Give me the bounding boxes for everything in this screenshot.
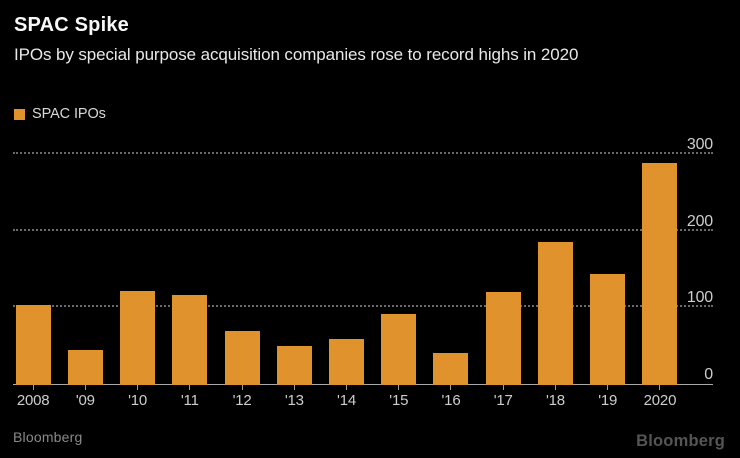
bar-slot-2008	[7, 155, 59, 385]
tick-cell	[111, 385, 163, 391]
bar-12	[224, 331, 260, 385]
x-tick	[84, 385, 86, 390]
x-tick-label-12: '12	[232, 392, 252, 409]
y-tick-label-300: 300	[686, 136, 713, 153]
bar-17	[485, 292, 521, 385]
tick-cell	[268, 385, 320, 391]
tick-cell	[320, 385, 372, 391]
bar-slot-'12	[216, 155, 268, 385]
tick-cell	[634, 385, 686, 391]
bar-slot-'19	[582, 155, 634, 385]
x-tick-label-2008: 2008	[16, 392, 50, 409]
tick-cell	[164, 385, 216, 391]
legend-label: SPAC IPOs	[32, 106, 106, 122]
plot-area	[7, 155, 686, 385]
bar-slot-'18	[529, 155, 581, 385]
bar-10	[120, 291, 156, 385]
x-tick-label-11: '11	[180, 392, 199, 409]
x-tick-label-19: '19	[598, 392, 618, 409]
x-tick	[659, 385, 661, 390]
x-tick	[346, 385, 348, 390]
x-tick-label-2020: 2020	[643, 392, 677, 409]
bar-slot-'15	[373, 155, 425, 385]
bar-19	[590, 273, 626, 385]
bar-slot-'13	[268, 155, 320, 385]
bar-slot-'14	[320, 155, 372, 385]
x-tick	[32, 385, 34, 390]
bar-slot-'09	[59, 155, 111, 385]
gridline-100	[13, 305, 713, 308]
x-tick	[241, 385, 243, 390]
bar-11	[172, 294, 208, 385]
x-tick-label-10: '10	[128, 392, 148, 409]
page-title: SPAC Spike	[14, 14, 129, 36]
x-tick-label-14: '14	[337, 392, 356, 409]
bar-slot-'10	[111, 155, 163, 385]
bar-14	[329, 339, 365, 385]
bar-2020	[642, 162, 678, 385]
bar-16	[433, 352, 469, 385]
tick-cell	[477, 385, 529, 391]
tick-cell	[216, 385, 268, 391]
x-tick-label-16: '16	[441, 392, 461, 409]
bar-slot-'17	[477, 155, 529, 385]
gridline-300	[13, 152, 713, 154]
legend: SPAC IPOs	[14, 106, 106, 122]
tick-cell	[425, 385, 477, 391]
tick-cell	[529, 385, 581, 391]
y-tick-label-100: 100	[686, 289, 713, 307]
x-tick	[189, 385, 191, 390]
x-tick	[450, 385, 452, 390]
tick-cell	[59, 385, 111, 391]
tick-cell	[582, 385, 634, 391]
bar-slot-'16	[425, 155, 477, 385]
x-tick	[502, 385, 504, 390]
x-axis-labels: 2008 '09 '10 '11 '12 '13 '14 '15 '16 '17 '18 '19 202…	[7, 392, 686, 409]
x-tick	[137, 385, 139, 390]
bar-15	[381, 313, 417, 385]
source-attribution: Bloomberg	[13, 429, 83, 445]
y-tick-label-0: 0	[704, 366, 713, 383]
y-tick-label-200: 200	[686, 212, 713, 230]
x-tick	[293, 385, 295, 390]
x-tick-label-15: '15	[389, 392, 409, 409]
x-axis-ticks	[7, 385, 686, 391]
bar-13	[276, 345, 312, 385]
x-tick	[398, 385, 400, 390]
bar-18	[537, 242, 573, 385]
x-tick-label-17: '17	[493, 392, 513, 409]
x-tick-label-09: '09	[75, 392, 95, 409]
x-tick	[607, 385, 609, 390]
tick-cell	[7, 385, 59, 391]
bar-2008	[15, 304, 51, 385]
bar-slot-2020	[634, 155, 686, 385]
gridline-200	[13, 228, 713, 231]
x-tick	[554, 385, 556, 390]
bloomberg-logo: Bloomberg	[636, 432, 725, 450]
bar-09	[67, 349, 103, 385]
tick-cell	[373, 385, 425, 391]
x-tick-label-18: '18	[545, 392, 565, 409]
chart-subtitle: IPOs by special purpose acquisition comp…	[14, 45, 579, 64]
bar-slot-'11	[164, 155, 216, 385]
legend-swatch-icon	[14, 108, 25, 120]
x-tick-label-13: '13	[284, 392, 304, 409]
